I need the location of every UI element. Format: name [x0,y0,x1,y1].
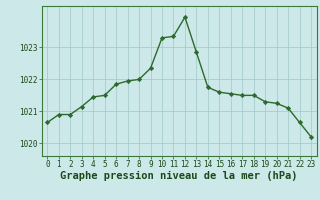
X-axis label: Graphe pression niveau de la mer (hPa): Graphe pression niveau de la mer (hPa) [60,171,298,181]
